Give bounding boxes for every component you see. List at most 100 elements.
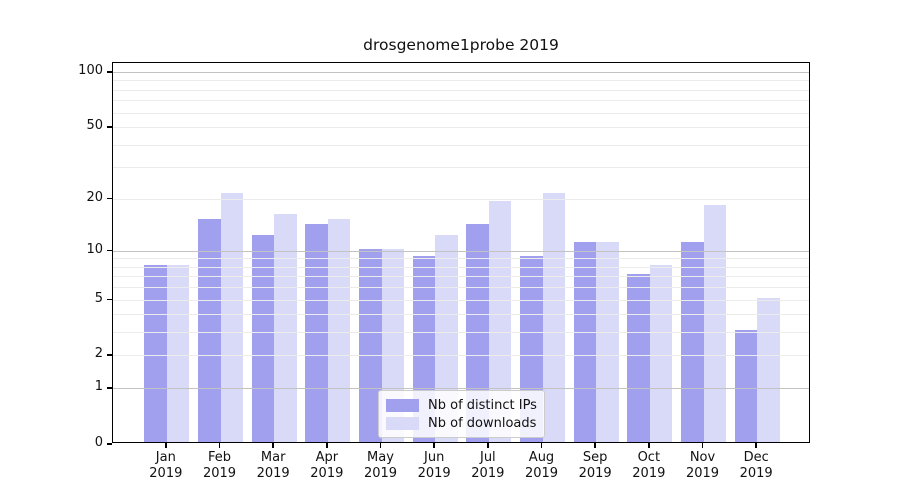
gridline-60 xyxy=(113,112,809,114)
legend-swatch xyxy=(386,398,419,412)
x-tick-mark-jan xyxy=(165,443,167,448)
x-tick-mark-oct xyxy=(648,443,650,448)
year-label: 2019 xyxy=(417,465,451,481)
legend-label: Nb of downloads xyxy=(428,415,537,431)
legend-swatch xyxy=(386,416,419,430)
year-label: 2019 xyxy=(471,465,505,481)
month-label: Nov xyxy=(689,450,716,465)
legend-row-downloads: Nb of downloads xyxy=(386,416,536,431)
y-tick-label-20: 20 xyxy=(86,189,103,205)
bar-apr-ips xyxy=(305,223,328,442)
gridline-6 xyxy=(113,287,809,289)
x-tick-label-sep: Sep 2019 xyxy=(565,450,625,481)
month-label: Sep xyxy=(582,450,608,465)
y-tick-label-1: 1 xyxy=(94,379,103,395)
y-tick-mark-10 xyxy=(107,249,112,252)
legend-row-ips: Nb of distinct IPs xyxy=(386,397,537,413)
bar-oct-downloads xyxy=(649,264,673,442)
bar-oct-ips xyxy=(627,274,650,442)
x-tick-mark-jul xyxy=(487,443,489,448)
gridline-100 xyxy=(113,72,809,74)
gridline-90 xyxy=(113,80,809,82)
bar-jan-downloads xyxy=(166,264,190,442)
gridline-7 xyxy=(113,276,809,278)
bar-feb-downloads xyxy=(220,192,243,442)
x-tick-label-jan: Jan 2019 xyxy=(136,450,196,481)
y-tick-label-50: 50 xyxy=(86,118,103,134)
year-label: 2019 xyxy=(363,465,398,481)
year-label: 2019 xyxy=(632,465,666,481)
plot-area xyxy=(112,62,810,443)
y-tick-mark-5 xyxy=(107,298,112,301)
bar-feb-ips xyxy=(198,218,221,442)
bar-sep-ips xyxy=(573,241,597,442)
gridline-8 xyxy=(113,266,809,268)
year-label: 2019 xyxy=(739,465,773,481)
x-tick-mark-may xyxy=(379,443,382,448)
year-label: 2019 xyxy=(256,465,290,481)
x-tick-label-jun: Jun 2019 xyxy=(404,450,464,481)
y-tick-label-100: 100 xyxy=(78,63,103,79)
month-label: Jun xyxy=(424,450,445,465)
gridline-4 xyxy=(113,314,809,316)
x-tick-mark-apr xyxy=(326,443,328,448)
legend: Nb of distinct IPs Nb of downloads xyxy=(378,390,545,438)
month-label: Feb xyxy=(207,450,232,465)
gridline-50 xyxy=(113,127,809,129)
bar-aug-downloads xyxy=(542,192,565,442)
year-label: 2019 xyxy=(149,465,183,481)
month-label: Jul xyxy=(479,450,496,465)
y-tick-mark-20 xyxy=(107,197,112,200)
x-tick-label-aug: Aug 2019 xyxy=(512,450,572,481)
x-tick-mark-jun xyxy=(433,443,435,448)
y-tick-label-5: 5 xyxy=(94,290,103,306)
gridlines-layer xyxy=(113,63,809,442)
legend-label: Nb of distinct IPs xyxy=(428,397,537,413)
gridline-10 xyxy=(113,250,809,252)
bar-nov-ips xyxy=(681,241,704,442)
year-label: 2019 xyxy=(202,465,237,481)
month-label: Dec xyxy=(743,450,769,465)
gridline-30 xyxy=(113,167,809,169)
y-tick-label-0: 0 xyxy=(94,435,103,450)
bar-dec-ips xyxy=(734,330,758,442)
gridline-3 xyxy=(113,332,809,334)
y-tick-mark-50 xyxy=(107,126,112,128)
x-tick-label-jul: Jul 2019 xyxy=(458,450,518,481)
year-label: 2019 xyxy=(524,465,559,481)
x-tick-mark-nov xyxy=(701,443,704,448)
bar-jan-ips xyxy=(144,264,167,442)
x-tick-label-may: May 2019 xyxy=(351,450,411,481)
x-tick-label-nov: Nov 2019 xyxy=(673,450,733,481)
bar-apr-downloads xyxy=(327,218,351,442)
month-label: Aug xyxy=(528,450,555,465)
gridline-80 xyxy=(113,89,809,91)
bar-dec-downloads xyxy=(757,297,780,442)
x-tick-label-oct: Oct 2019 xyxy=(619,450,679,481)
x-tick-mark-mar xyxy=(272,443,274,448)
month-label: May xyxy=(367,450,394,465)
y-tick-mark-2 xyxy=(107,354,112,356)
x-tick-label-mar: Mar 2019 xyxy=(243,450,303,481)
year-label: 2019 xyxy=(578,465,612,481)
year-label: 2019 xyxy=(310,465,344,481)
x-tick-mark-sep xyxy=(594,443,596,448)
bar-sep-downloads xyxy=(596,241,619,442)
y-tick-label-10: 10 xyxy=(86,241,103,257)
x-tick-mark-aug xyxy=(540,443,543,448)
x-tick-label-feb: Feb 2019 xyxy=(190,450,250,481)
y-tick-mark-1 xyxy=(107,387,112,389)
x-tick-mark-dec xyxy=(755,443,757,448)
y-tick-mark-0 xyxy=(107,443,112,445)
gridline-1 xyxy=(113,388,809,390)
gridline-40 xyxy=(113,144,809,146)
gridline-2 xyxy=(113,355,809,357)
gridline-20 xyxy=(113,198,809,200)
chart-title: drosgenome1probe 2019 xyxy=(363,36,559,54)
year-label: 2019 xyxy=(685,465,720,481)
month-label: Apr xyxy=(315,450,339,465)
month-label: Jan xyxy=(155,450,176,465)
x-tick-label-apr: Apr 2019 xyxy=(297,450,357,481)
bars-layer xyxy=(113,63,809,442)
